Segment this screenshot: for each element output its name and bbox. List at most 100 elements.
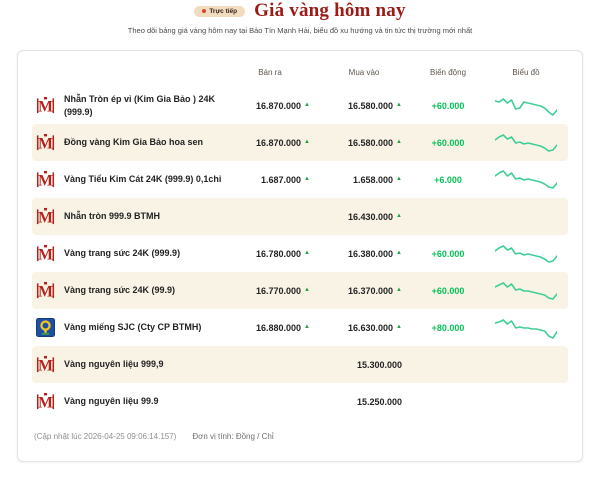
svg-text:M: M — [38, 395, 53, 411]
svg-text:M: M — [38, 284, 53, 300]
change-value: +80.000 — [431, 322, 465, 333]
buy-price: 15.300.000 — [356, 359, 402, 370]
up-arrow-icon: ▲ — [304, 175, 310, 182]
change-value: +60.000 — [431, 100, 465, 111]
table-row[interactable]: M Nhẫn Tròn ép vỉ (Kim Gia Bảo ) 24K (99… — [32, 87, 568, 124]
product-name-cell: M Vàng nguyên liệu 999,9 — [32, 355, 224, 374]
unit-label: Đơn vị tính: Đồng / Chỉ — [192, 432, 274, 441]
table-row[interactable]: M Vàng nguyên liệu 999,9 15.300.000 — [32, 346, 568, 383]
up-arrow-icon: ▲ — [304, 323, 310, 330]
sell-price: 16.770.000 — [256, 285, 302, 296]
buy-price: 16.370.000 — [348, 285, 394, 296]
sparkline-cell — [484, 130, 568, 156]
product-name-cell: M Vàng trang sức 24K (999.9) — [32, 244, 224, 263]
btmh-logo-icon: M — [36, 207, 55, 226]
page-subtitle: Theo dõi bảng giá vàng hôm nay tại Bảo T… — [127, 26, 473, 35]
svg-text:M: M — [38, 99, 53, 115]
column-header-change: Biến động — [429, 67, 467, 77]
btmh-logo-icon: M — [36, 170, 55, 189]
price-sparkline — [495, 133, 557, 152]
buy-price: 16.630.000 — [348, 322, 394, 333]
btmh-logo-icon: M — [36, 133, 55, 152]
product-name: Vàng miếng SJC (Cty CP BTMH) — [64, 322, 202, 333]
sparkline-cell — [484, 278, 568, 304]
table-row[interactable]: M Vàng trang sức 24K (999.9) 16.780.000 … — [32, 235, 568, 272]
sell-price-cell: 16.870.000 ▲ — [224, 138, 320, 148]
sell-price: 1.687.000 — [261, 174, 302, 185]
table-body: M Nhẫn Tròn ép vỉ (Kim Gia Bảo ) 24K (99… — [32, 87, 568, 420]
product-name-cell: M Vàng Tiểu Kim Cát 24K (999.9) 0,1chi — [32, 170, 224, 189]
buy-price-cell: 16.430.000 ▲ — [320, 212, 412, 222]
price-sparkline — [495, 281, 557, 300]
buy-price-cell: 16.370.000 ▲ — [320, 286, 412, 296]
buy-price-cell: 16.580.000 ▲ — [320, 138, 412, 148]
change-value: +60.000 — [431, 285, 465, 296]
product-name: Vàng trang sức 24K (99.9) — [64, 285, 176, 296]
product-name: Vàng nguyên liệu 999,9 — [64, 359, 164, 370]
table-row[interactable]: M Vàng trang sức 24K (99.9) 16.770.000 ▲… — [32, 272, 568, 309]
buy-price-cell: 1.658.000 ▲ — [320, 175, 412, 185]
sparkline-cell — [484, 315, 568, 341]
sparkline-cell — [484, 93, 568, 119]
page-title: Giá vàng hôm nay — [254, 0, 406, 21]
svg-text:M: M — [38, 247, 53, 263]
btmh-logo-icon: M — [36, 244, 55, 263]
buy-price-cell: 16.380.000 ▲ — [320, 249, 412, 259]
table-row[interactable]: M Vàng Tiểu Kim Cát 24K (999.9) 0,1chi 1… — [32, 161, 568, 198]
title-row: Trực tiếp Giá vàng hôm nay — [0, 0, 600, 21]
change-value: +6.000 — [434, 174, 462, 185]
buy-price: 16.380.000 — [348, 248, 394, 259]
up-arrow-icon: ▲ — [396, 212, 402, 219]
live-badge: Trực tiếp — [194, 5, 246, 17]
btmh-logo-icon: M — [36, 96, 55, 115]
buy-price: 16.430.000 — [348, 211, 394, 222]
buy-price: 16.580.000 — [348, 100, 394, 111]
product-name: Vàng trang sức 24K (999.9) — [64, 248, 181, 259]
buy-price-cell: 15.250.000 — [320, 397, 412, 407]
column-header-sell: Bán ra — [258, 67, 282, 77]
btmh-logo-icon: M — [36, 96, 55, 115]
buy-price-cell: 15.300.000 — [320, 360, 412, 370]
table-row[interactable]: Vàng miếng SJC (Cty CP BTMH) 16.880.000 … — [32, 309, 568, 346]
btmh-logo-icon: M — [36, 244, 55, 263]
gold-price-page: Trực tiếp Giá vàng hôm nay Theo dõi bảng… — [0, 0, 600, 462]
sparkline-cell — [484, 167, 568, 193]
price-sparkline — [495, 97, 557, 116]
price-sparkline — [495, 244, 557, 263]
table-row[interactable]: M Đồng vàng Kim Gia Bảo hoa sen 16.870.0… — [32, 124, 568, 161]
sell-price-cell: 16.870.000 ▲ — [224, 101, 320, 111]
buy-price-cell: 16.580.000 ▲ — [320, 101, 412, 111]
product-name-cell: M Đồng vàng Kim Gia Bảo hoa sen — [32, 133, 224, 152]
product-name: Vàng Tiểu Kim Cát 24K (999.9) 0,1chi — [64, 174, 222, 185]
sparkline-cell — [484, 241, 568, 267]
svg-text:M: M — [38, 210, 53, 226]
up-arrow-icon: ▲ — [304, 286, 310, 293]
up-arrow-icon: ▲ — [396, 101, 402, 108]
price-table-card: Bán ra Mua vào Biến động Biểu đồ M Nhẫn … — [17, 50, 583, 462]
up-arrow-icon: ▲ — [396, 138, 402, 145]
sjc-logo-icon — [36, 318, 55, 337]
sell-price-cell: 1.687.000 ▲ — [224, 175, 320, 185]
sell-price-cell: 16.780.000 ▲ — [224, 249, 320, 259]
product-name: Nhẫn tròn 999.9 BTMH — [64, 211, 161, 222]
table-row[interactable]: M Vàng nguyên liệu 99.9 15.250.000 — [32, 383, 568, 420]
up-arrow-icon: ▲ — [304, 101, 310, 108]
up-arrow-icon: ▲ — [396, 323, 402, 330]
buy-price: 15.250.000 — [356, 396, 402, 407]
btmh-logo-icon: M — [36, 170, 55, 189]
table-footer: (Cập nhật lúc 2026-04-25 09:06:14.157) Đ… — [32, 432, 568, 441]
svg-text:M: M — [38, 136, 53, 152]
up-arrow-icon: ▲ — [396, 249, 402, 256]
table-row[interactable]: M Nhẫn tròn 999.9 BTMH 16.430.000 ▲ — [32, 198, 568, 235]
live-dot-icon — [202, 9, 207, 13]
change-value: +60.000 — [431, 248, 465, 259]
btmh-logo-icon: M — [36, 355, 55, 374]
product-name-cell: M Vàng trang sức 24K (99.9) — [32, 281, 224, 300]
sjc-logo-icon — [36, 318, 55, 337]
page-header: Trực tiếp Giá vàng hôm nay Theo dõi bảng… — [0, 0, 600, 35]
btmh-logo-icon: M — [36, 281, 55, 300]
price-sparkline — [495, 318, 557, 339]
sell-price: 16.870.000 — [256, 137, 302, 148]
buy-price: 16.580.000 — [348, 137, 394, 148]
svg-text:M: M — [38, 173, 53, 189]
